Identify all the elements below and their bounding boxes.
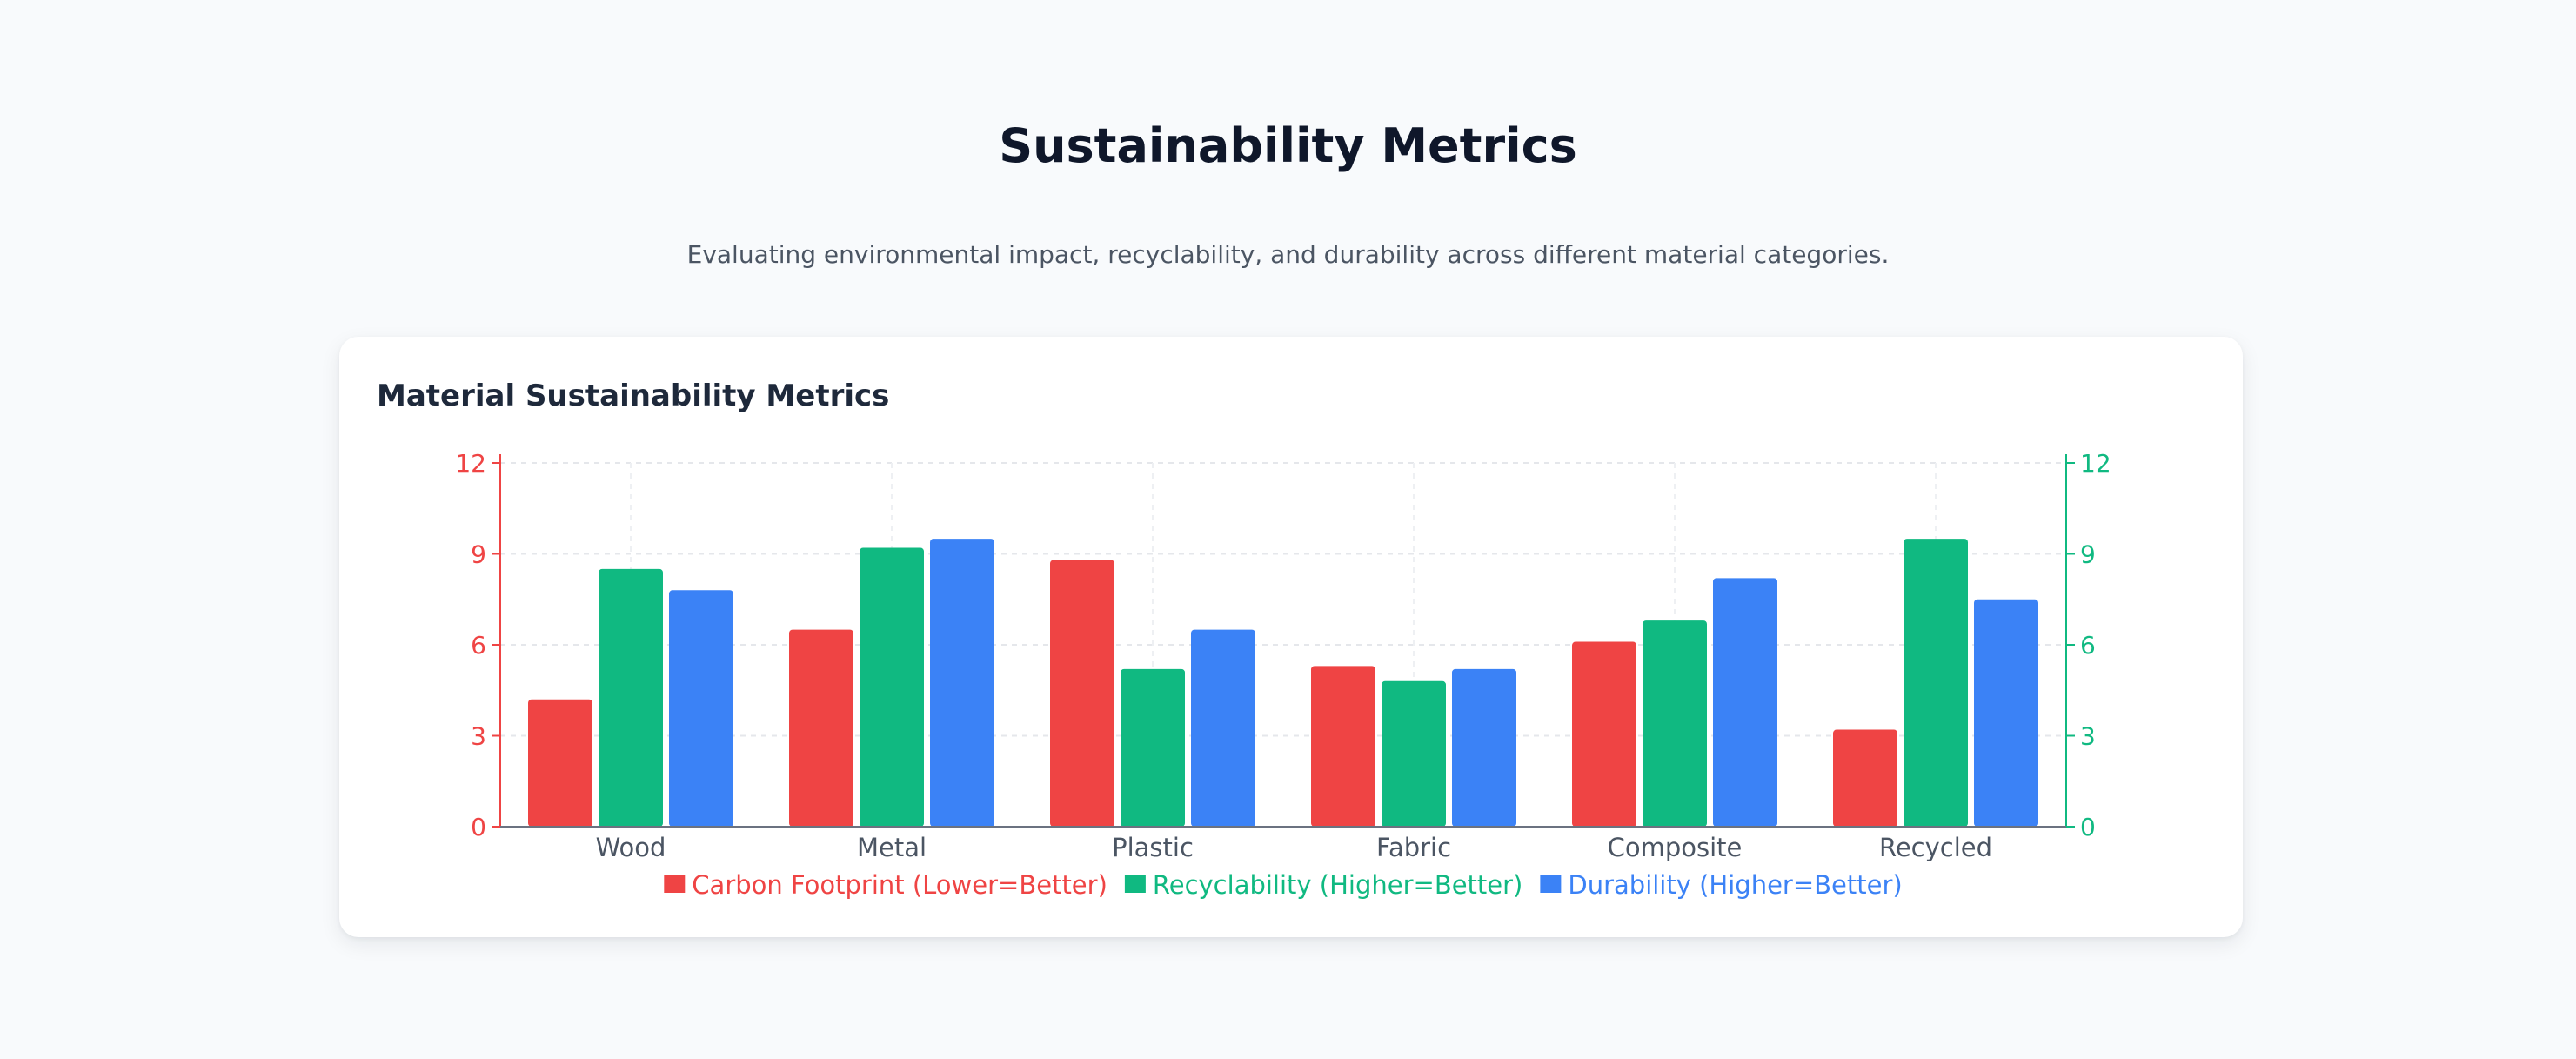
bar-recycled-1	[1833, 729, 1897, 827]
y-right-tick-label: 9	[2080, 540, 2096, 569]
page-subtitle: Evaluating environmental impact, recycla…	[686, 240, 1890, 269]
legend-swatch	[1124, 875, 1146, 893]
bar-plastic-3	[1191, 629, 1255, 827]
y-right-tick-label: 3	[2080, 722, 2096, 751]
bar-composite-2	[1643, 620, 1707, 827]
chart-grid	[500, 462, 2066, 827]
legend-swatch	[664, 875, 686, 893]
bar-metal-3	[930, 539, 994, 827]
bar-metal-2	[860, 547, 924, 827]
chart-card: Material Sustainability Metrics 0 3 6 9 12 0 3…	[339, 337, 2243, 937]
legend-swatch	[1540, 875, 1562, 893]
legend-item[interactable]: Recyclability (Higher=Better)	[1124, 870, 1522, 900]
y-left-tick-label: 12	[455, 449, 486, 478]
legend-label: Recyclability (Higher=Better)	[1153, 870, 1522, 900]
x-tick-label: Plastic	[1112, 833, 1194, 862]
x-tick-label: Wood	[596, 833, 666, 862]
legend-label: Durability (Higher=Better)	[1568, 870, 1902, 900]
y-left-tick-label: 6	[471, 631, 486, 660]
legend-item[interactable]: Durability (Higher=Better)	[1540, 870, 1903, 900]
chart-title: Material Sustainability Metrics	[377, 379, 890, 413]
bar-plastic-2	[1121, 668, 1185, 827]
legend-label: Carbon Footprint (Lower=Better)	[692, 870, 1107, 900]
x-tick-label: Fabric	[1376, 833, 1451, 862]
bar-composite-3	[1713, 578, 1777, 827]
chart-bars	[528, 539, 2038, 827]
y-left-tick-label: 3	[471, 722, 486, 751]
bar-fabric-2	[1382, 680, 1446, 827]
bar-plastic-1	[1050, 560, 1114, 827]
y-left-tick-label: 9	[471, 540, 486, 569]
chart-axes: 0 3 6 9 12 0 3 6 9 12 Wood Metal Plastic Fabric Compos…	[455, 449, 2111, 862]
bar-wood-3	[669, 590, 733, 827]
bar-chart: 0 3 6 9 12 0 3 6 9 12 Wood Metal Plastic Fabric Compos…	[455, 449, 2111, 900]
bar-wood-2	[599, 568, 663, 827]
bar-fabric-3	[1452, 668, 1516, 827]
x-tick-label: Recycled	[1879, 833, 1992, 862]
y-left-tick-label: 0	[471, 813, 486, 841]
bar-fabric-1	[1311, 666, 1375, 827]
x-tick-label: Metal	[857, 833, 927, 862]
bar-recycled-2	[1904, 539, 1968, 827]
bar-composite-1	[1572, 641, 1636, 827]
y-right-tick-label: 0	[2080, 813, 2096, 841]
page-title: Sustainability Metrics	[999, 118, 1577, 173]
y-right-tick-label: 6	[2080, 631, 2096, 660]
legend-item[interactable]: Carbon Footprint (Lower=Better)	[664, 870, 1107, 900]
x-tick-label: Composite	[1608, 833, 1743, 862]
bar-metal-1	[789, 629, 853, 827]
bar-wood-1	[528, 699, 592, 827]
bar-recycled-3	[1974, 599, 2038, 827]
chart-legend: Carbon Footprint (Lower=Better) Recyclabi…	[664, 870, 1903, 900]
y-right-tick-label: 12	[2080, 449, 2111, 478]
